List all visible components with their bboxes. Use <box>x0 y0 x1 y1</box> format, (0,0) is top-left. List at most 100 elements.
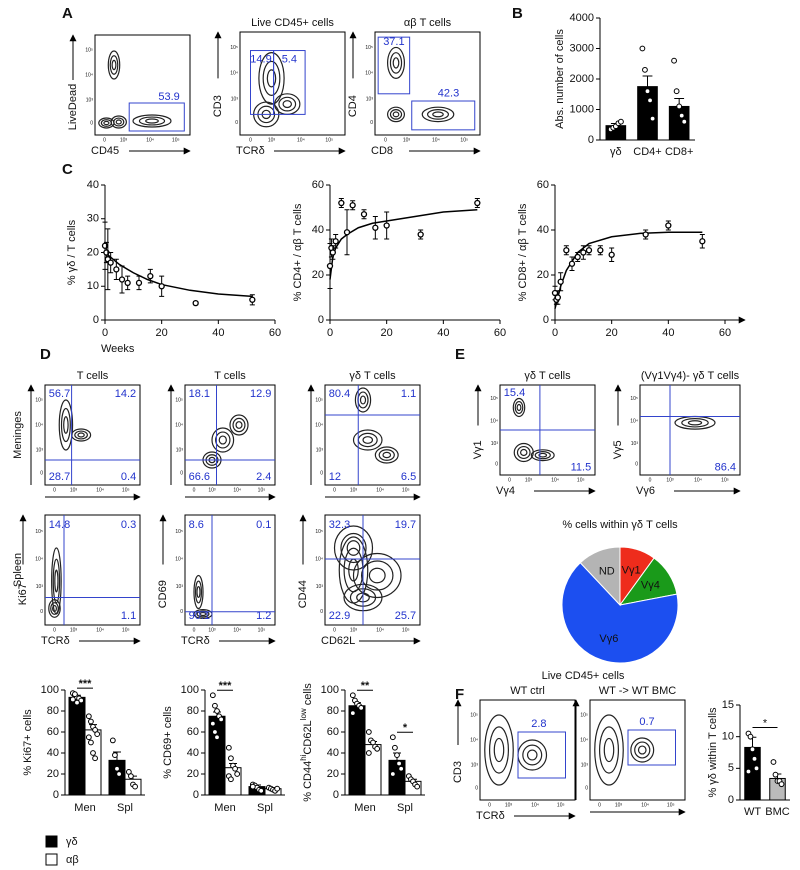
flow-tick-label: 10⁴ <box>233 487 241 493</box>
flow-tick-label: 10⁴ <box>694 477 702 483</box>
flow-tick-label: 10⁴ <box>470 737 478 743</box>
contour <box>634 741 651 759</box>
axis-label: CD69 <box>157 580 169 608</box>
flow-tick-label: 0 <box>320 470 323 476</box>
flow-tick-label: 10³ <box>86 97 94 103</box>
y-axis-label: % CD4+ / αβ T cells <box>292 203 304 301</box>
contour <box>681 418 709 428</box>
flow-tick-label: 10⁴ <box>175 556 183 562</box>
contour <box>346 540 361 556</box>
y-tick-label: 30 <box>87 213 99 225</box>
panel-letter: E <box>455 346 465 363</box>
plot-frame <box>589 699 686 801</box>
plot-frame <box>324 514 421 626</box>
contour <box>194 580 203 604</box>
contour <box>520 448 528 457</box>
flow-tick-label: 10⁵ <box>460 137 468 143</box>
point <box>74 699 80 706</box>
point <box>326 262 334 270</box>
contour <box>637 745 647 755</box>
bar <box>348 705 366 796</box>
contour <box>340 532 367 564</box>
gate <box>128 102 185 132</box>
point <box>360 211 368 218</box>
point <box>343 229 351 236</box>
flow-tick-label: 0 <box>180 470 183 476</box>
gate-label: 25.7 <box>395 610 416 622</box>
gate-label: 8.6 <box>189 519 204 531</box>
flow-tick-label: 10⁵ <box>35 397 43 403</box>
x-tick-label: 20 <box>381 327 393 339</box>
y-tick-label: 40 <box>327 747 339 759</box>
flow-tick-label: 10³ <box>231 96 239 102</box>
flow-tick-label: 0 <box>40 470 43 476</box>
flow-tick-label: 10⁴ <box>365 71 373 77</box>
gate-label: 32.3 <box>329 519 350 531</box>
point <box>676 103 683 110</box>
x-tick-label: Spl <box>257 802 273 814</box>
gate-label: 5.4 <box>282 54 297 66</box>
legend-label: αβ <box>66 854 79 866</box>
contour <box>538 452 548 458</box>
bar <box>388 759 406 796</box>
contour <box>193 574 204 610</box>
point <box>113 266 120 273</box>
y-tick-label: 40 <box>87 179 99 191</box>
plot-title: (Vγ1Vγ4)- γδ T cells <box>641 370 740 382</box>
y-tick-label: 100 <box>41 684 59 696</box>
point <box>372 224 379 231</box>
flow-tick-label: 10⁵ <box>402 627 410 633</box>
flow-tick-label: 10⁵ <box>172 137 180 143</box>
axis-label: CD3 <box>452 761 464 783</box>
y-axis-label-part: CD62L <box>302 720 314 754</box>
point <box>563 247 570 254</box>
contour <box>338 536 369 604</box>
plot-frame <box>44 384 141 486</box>
flow-tick-label: 10⁵ <box>258 487 266 493</box>
flow-tick-label: 10³ <box>176 584 184 590</box>
contour <box>368 567 386 584</box>
contour <box>360 560 394 591</box>
legend-swatch <box>45 853 58 866</box>
point <box>474 199 481 207</box>
plot-frame <box>239 31 346 136</box>
point <box>699 238 706 245</box>
gate-label: 12 <box>329 471 341 483</box>
y-tick-label: 0 <box>53 789 59 801</box>
y-tick-label: 80 <box>187 705 199 717</box>
point <box>580 249 587 256</box>
slice-label: Vγ6 <box>599 633 618 645</box>
flow-tick-label: 10³ <box>36 447 44 453</box>
point <box>647 97 653 104</box>
contour <box>598 726 620 774</box>
contour <box>512 397 526 418</box>
legend-swatch <box>45 835 58 848</box>
contour <box>357 432 378 448</box>
point <box>94 731 101 737</box>
point <box>85 734 92 741</box>
gate-label: 0.3 <box>121 519 136 531</box>
point <box>644 88 651 95</box>
flow-tick-label: 10³ <box>615 802 623 808</box>
flow-tick-label: 10⁵ <box>175 529 183 535</box>
significance: *** <box>79 678 93 690</box>
bar <box>68 696 86 796</box>
slice-label: Vγ1 <box>622 565 641 577</box>
x-tick-label: 40 <box>212 327 224 339</box>
y-tick-label: 100 <box>321 684 339 696</box>
gate-label: 0.4 <box>121 471 136 483</box>
point <box>745 768 752 775</box>
point <box>365 750 372 756</box>
y-tick-label: 60 <box>537 179 549 191</box>
flow-tick-label: 10⁵ <box>470 712 478 718</box>
x-tick-label: 60 <box>269 327 281 339</box>
contour <box>354 387 372 413</box>
y-tick-label: 60 <box>187 726 199 738</box>
point <box>574 253 581 261</box>
pie-title: % cells within γδ T cells <box>562 519 678 531</box>
y-tick-label: 20 <box>327 768 339 780</box>
point <box>212 729 218 735</box>
point <box>383 222 390 229</box>
bar <box>208 715 226 796</box>
x-tick-label: Men <box>354 802 375 814</box>
